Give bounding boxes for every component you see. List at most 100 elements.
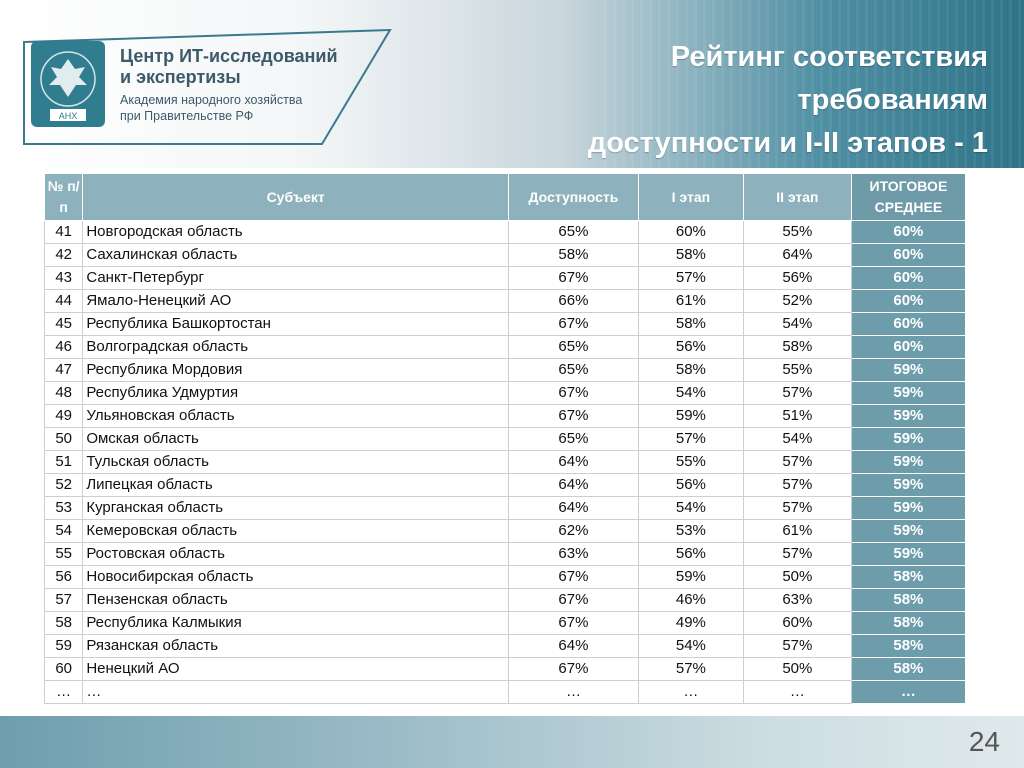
- row-stage2: 57%: [742, 634, 852, 658]
- row-stage2: 54%: [742, 427, 852, 451]
- row-stage1: 54%: [637, 634, 744, 658]
- row-subject: Республика Удмуртия: [82, 381, 510, 405]
- row-subject: …: [82, 680, 510, 704]
- table-row: ………………: [43, 680, 967, 704]
- row-num: 57: [43, 588, 84, 612]
- row-subject: Курганская область: [82, 496, 510, 520]
- org-title: Центр ИТ-исследований и экспертизы: [120, 46, 390, 88]
- row-num: 54: [43, 519, 84, 543]
- row-stage1: 46%: [637, 588, 744, 612]
- row-stage2: 57%: [742, 473, 852, 497]
- row-stage2: 51%: [742, 404, 852, 428]
- row-stage2: 57%: [742, 381, 852, 405]
- row-availability: 67%: [508, 404, 639, 428]
- row-availability: 62%: [508, 519, 639, 543]
- table-row: 45 Республика Башкортостан 67% 58% 54% 60%: [43, 312, 967, 336]
- table-row: 59 Рязанская область 64% 54% 57% 58%: [43, 634, 967, 658]
- page-number: 24: [968, 726, 1000, 757]
- org-subtitle-line2: при Правительстве РФ: [120, 109, 254, 123]
- row-stage2: 57%: [742, 496, 852, 520]
- row-stage1: 57%: [637, 266, 744, 290]
- row-num: 50: [43, 427, 84, 451]
- table-row: 54 Кемеровская область 62% 53% 61% 59%: [43, 519, 967, 543]
- row-stage1: 49%: [637, 611, 744, 635]
- row-num: 42: [43, 243, 84, 267]
- row-stage2: 55%: [742, 220, 852, 244]
- col-header-stage1: I этап: [637, 173, 744, 221]
- logo-block: АНХ Центр ИТ-исследований и экспертизы А…: [22, 28, 392, 148]
- row-availability: 67%: [508, 588, 639, 612]
- table-row: 48 Республика Удмуртия 67% 54% 57% 59%: [43, 381, 967, 405]
- row-availability: 67%: [508, 657, 639, 681]
- row-subject: Республика Башкортостан: [82, 312, 510, 336]
- row-stage2: 63%: [742, 588, 852, 612]
- row-stage1: 54%: [637, 496, 744, 520]
- row-stage2: 60%: [742, 611, 852, 635]
- row-availability: 65%: [508, 335, 639, 359]
- table-row: 46 Волгоградская область 65% 56% 58% 60%: [43, 335, 967, 359]
- row-availability: 64%: [508, 634, 639, 658]
- row-num: 43: [43, 266, 84, 290]
- row-stage2: 50%: [742, 565, 852, 589]
- org-subtitle: Академия народного хозяйства при Правите…: [120, 92, 380, 124]
- row-subject: Пензенская область: [82, 588, 510, 612]
- row-subject: Омская область: [82, 427, 510, 451]
- table-row: 58 Республика Калмыкия 67% 49% 60% 58%: [43, 611, 967, 635]
- row-subject: Волгоградская область: [82, 335, 510, 359]
- row-subject: Сахалинская область: [82, 243, 510, 267]
- row-stage1: 57%: [637, 657, 744, 681]
- table-header-row: № п/п Субъект Доступность I этап II этап…: [43, 173, 967, 221]
- row-stage2: 57%: [742, 542, 852, 566]
- row-num: 58: [43, 611, 84, 635]
- col-header-final: ИТОГОВОЕ СРЕДНЕЕ: [850, 173, 967, 221]
- slide-title-line1: Рейтинг соответствия: [670, 41, 988, 73]
- row-final: 59%: [850, 381, 967, 405]
- row-availability: 67%: [508, 312, 639, 336]
- row-stage1: 60%: [637, 220, 744, 244]
- row-availability: 64%: [508, 450, 639, 474]
- row-final: 60%: [850, 289, 967, 313]
- row-stage2: …: [742, 680, 852, 704]
- row-final: 60%: [850, 266, 967, 290]
- row-availability: …: [508, 680, 639, 704]
- row-availability: 64%: [508, 496, 639, 520]
- table-row: 57 Пензенская область 67% 46% 63% 58%: [43, 588, 967, 612]
- row-final: 58%: [850, 565, 967, 589]
- row-stage1: 56%: [637, 542, 744, 566]
- row-final: 58%: [850, 611, 967, 635]
- row-num: 53: [43, 496, 84, 520]
- row-availability: 65%: [508, 358, 639, 382]
- row-stage2: 56%: [742, 266, 852, 290]
- row-stage1: 56%: [637, 473, 744, 497]
- row-final: 59%: [850, 404, 967, 428]
- row-num: 59: [43, 634, 84, 658]
- footer-band: [0, 716, 1024, 768]
- row-stage1: 58%: [637, 358, 744, 382]
- emblem-label: АНХ: [59, 111, 78, 121]
- table-row: 60 Ненецкий АО 67% 57% 50% 58%: [43, 657, 967, 681]
- row-final: 59%: [850, 542, 967, 566]
- row-availability: 64%: [508, 473, 639, 497]
- table-row: 52 Липецкая область 64% 56% 57% 59%: [43, 473, 967, 497]
- row-subject: Новгородская область: [82, 220, 510, 244]
- row-final: 59%: [850, 519, 967, 543]
- row-stage2: 61%: [742, 519, 852, 543]
- row-num: 56: [43, 565, 84, 589]
- row-subject: Ульяновская область: [82, 404, 510, 428]
- col-header-stage2: II этап: [742, 173, 852, 221]
- row-final: 60%: [850, 220, 967, 244]
- row-num: 52: [43, 473, 84, 497]
- logo-frame-outline: [23, 28, 392, 145]
- row-final: 58%: [850, 588, 967, 612]
- row-final: 59%: [850, 450, 967, 474]
- row-stage1: 57%: [637, 427, 744, 451]
- row-availability: 63%: [508, 542, 639, 566]
- table-row: 53 Курганская область 64% 54% 57% 59%: [43, 496, 967, 520]
- row-subject: Новосибирская область: [82, 565, 510, 589]
- row-final: 59%: [850, 473, 967, 497]
- emblem-icon: АНХ: [31, 41, 105, 127]
- row-stage1: …: [637, 680, 744, 704]
- slide-title-line3: доступности и I-II этапов - 1: [587, 127, 988, 159]
- row-num: …: [43, 680, 84, 704]
- row-num: 46: [43, 335, 84, 359]
